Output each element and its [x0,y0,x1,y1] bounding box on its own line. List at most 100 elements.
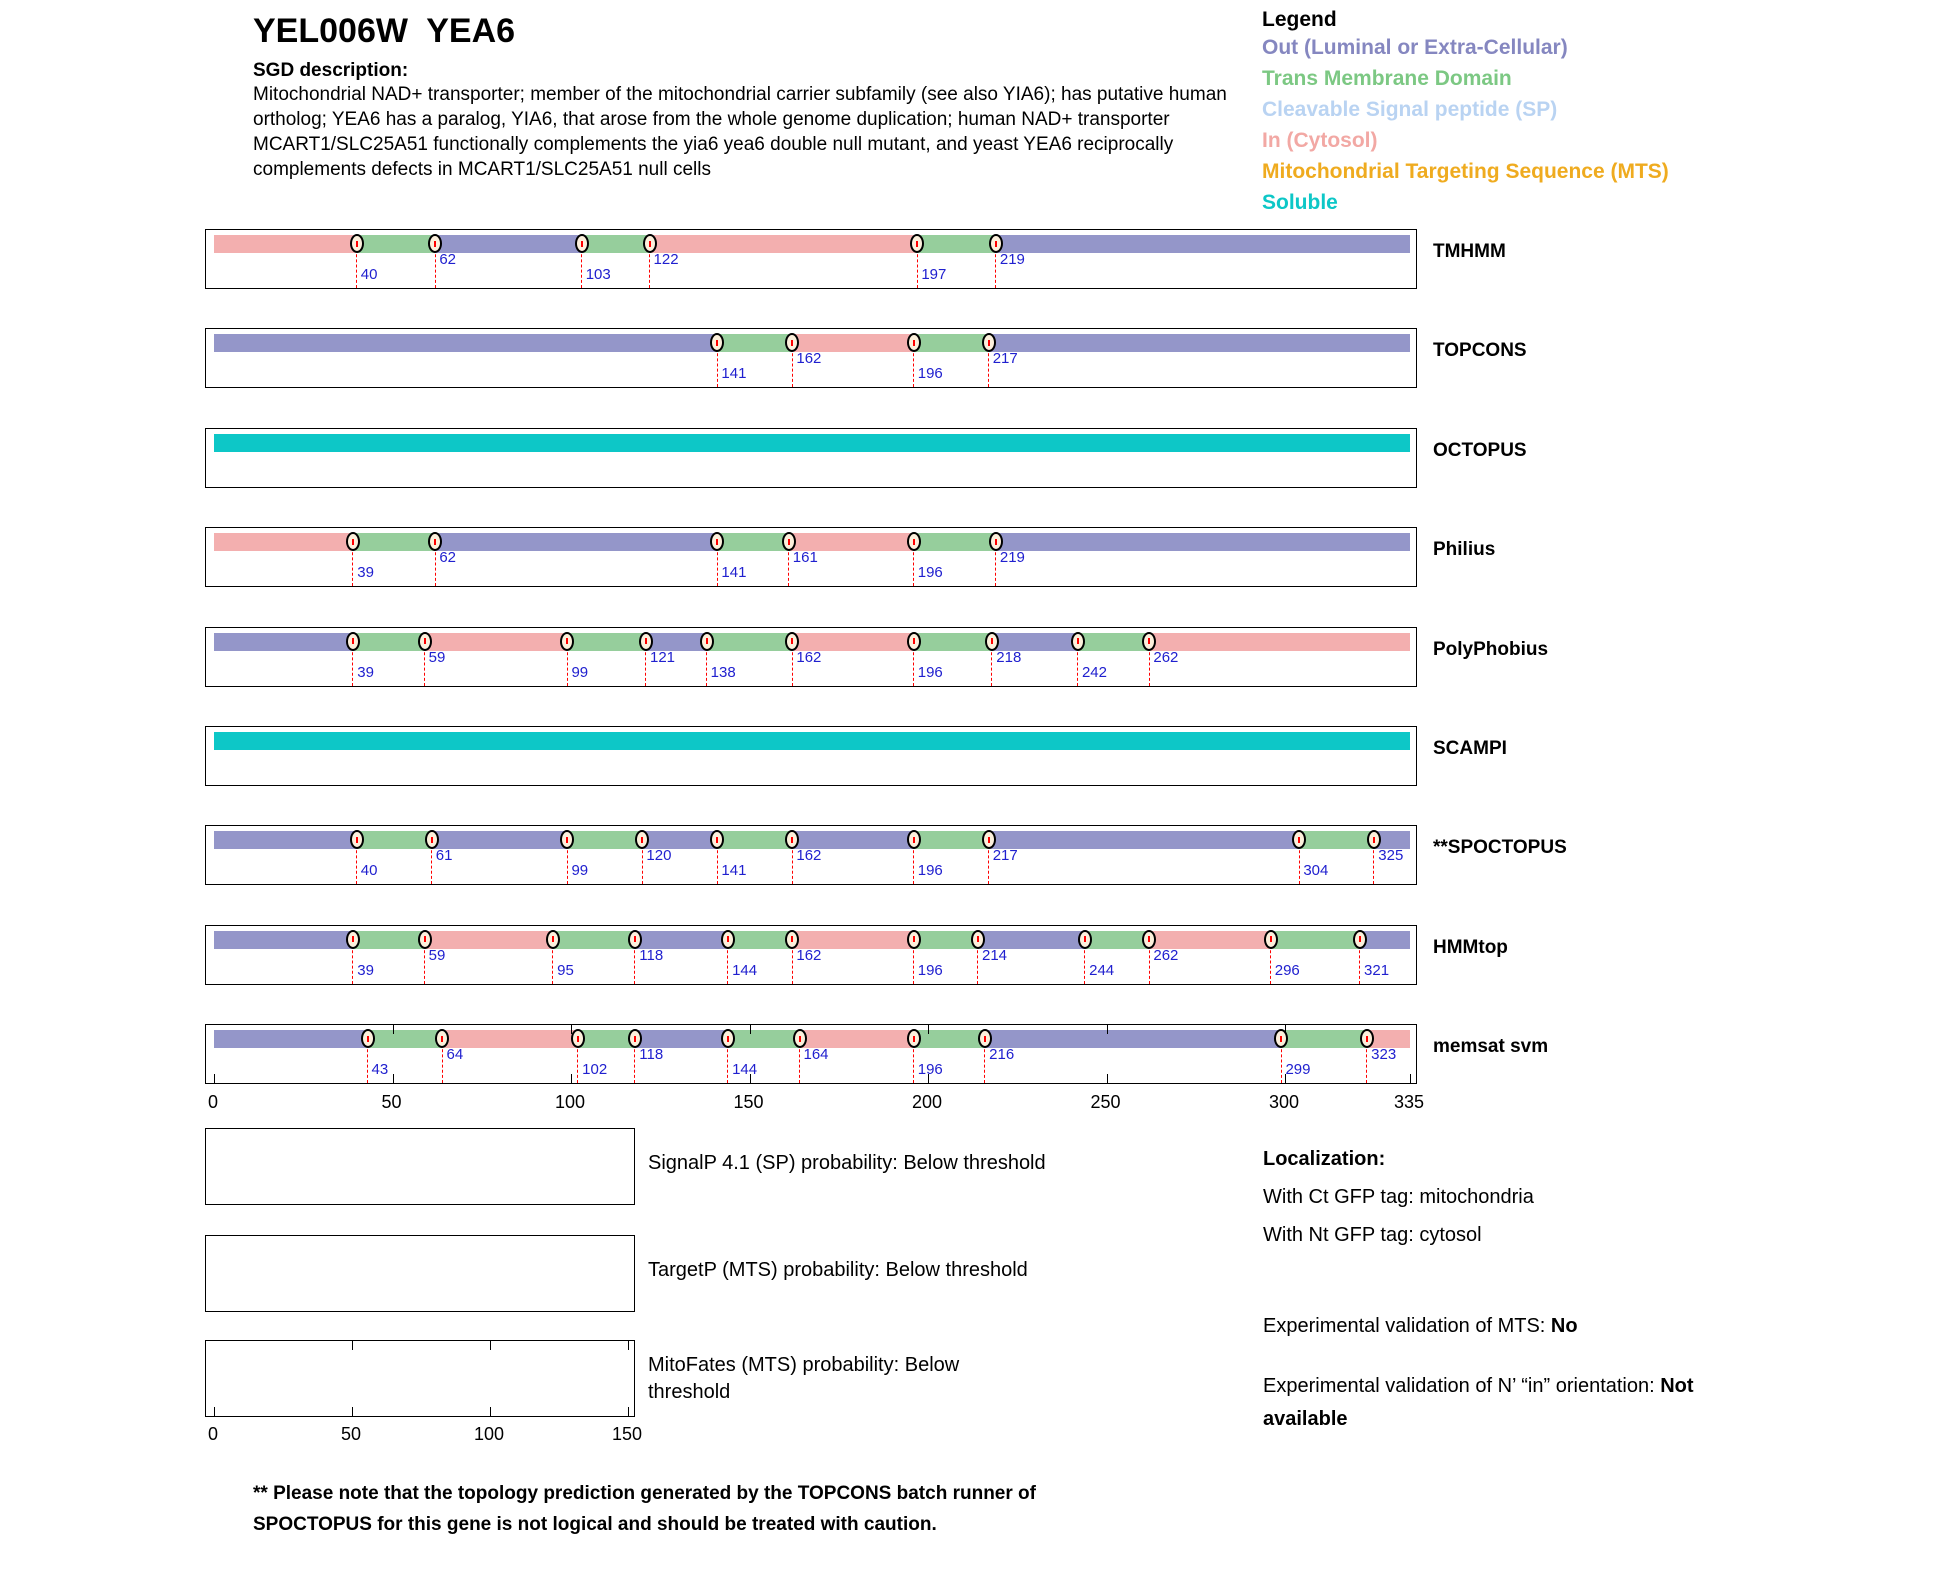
boundary-marker [349,830,364,850]
localization-ct-gfp: With Ct GFP tag: mitochondria [1263,1186,1534,1208]
track-segment-tm [913,831,989,850]
boundary-line [1298,840,1300,885]
boundary-label: 164 [803,1046,829,1064]
legend: Legend Out (Luminal or Extra-Cellular) Tr… [1262,8,1669,218]
axis-tick-label: 50 [381,1092,402,1113]
boundary-line [912,1039,914,1084]
boundary-line [984,1039,986,1084]
track-frame-polyphobius: 39 59 99 121 138 162 196 218 242 262 [205,626,1417,687]
boundary-label: 141 [721,365,747,383]
boundary-line [648,244,650,288]
boundary-marker [1142,929,1157,949]
track-segment-tm [913,533,996,552]
track-frame-octopus [205,427,1417,488]
validation-mts: Experimental validation of MTS: No [1263,1310,1753,1343]
boundary-label: 162 [796,350,822,368]
track-segment-tm [913,334,989,353]
track-segment-tm [367,1030,443,1049]
track-segment-tm [1077,632,1150,651]
track-label-spoctopus: **SPOCTOPUS [1433,837,1567,859]
localization-nt-gfp: With Nt GFP tag: cytosol [1263,1224,1482,1246]
boundary-marker [1142,631,1157,651]
track-label-philius: Philius [1433,539,1496,561]
boundary-marker [1292,830,1307,850]
mitofates-tick-bottom [352,1407,354,1416]
track-segment-out [214,930,354,949]
track-segment-tm [1270,930,1360,949]
track-frame-tmhmm: 40 62 103 122 197 219 [205,229,1417,289]
boundary-line [716,840,718,885]
boundary-label: 262 [1153,648,1179,666]
boundary-line [727,939,729,984]
mitofates-tick-bottom [628,1407,630,1416]
track-segment-in [1367,1030,1410,1049]
boundary-marker [428,532,443,552]
boundary-label: 216 [989,1046,1015,1064]
boundary-label: 196 [917,564,943,582]
boundary-marker [1360,1029,1375,1049]
axis-tick-label: 200 [911,1092,943,1113]
boundary-marker [906,333,921,353]
boundary-label: 262 [1153,946,1179,964]
track-segment-in [442,1030,579,1049]
boundary-label: 244 [1089,961,1115,979]
boundary-marker [346,631,361,651]
boundary-label: 219 [999,549,1025,567]
boundary-line [791,343,793,388]
track-segment-tm [728,930,793,949]
boundary-marker [1367,830,1382,850]
frame-tick-top [1106,1025,1108,1035]
track-segment-out [995,533,1410,552]
legend-title: Legend [1262,8,1337,31]
boundary-line [912,542,914,587]
track-segment-out [995,235,1410,253]
track-label-octopus: OCTOPUS [1433,439,1527,461]
signalp-plot-label: SignalP 4.1 (SP) probability: Below thre… [648,1152,1046,1174]
boundary-marker [699,631,714,651]
track-segment-out [214,831,357,850]
boundary-marker [1353,929,1368,949]
boundary-line [912,343,914,388]
boundary-line [352,641,354,686]
track-segment-tm [578,1030,636,1049]
track-segment-out [1360,930,1410,949]
track-segment-in [792,334,914,353]
boundary-marker [981,830,996,850]
boundary-marker [710,333,725,353]
boundary-label: 197 [921,266,947,283]
axis-tick-label: 250 [1090,1092,1121,1113]
boundary-marker [560,830,575,850]
frame-tick-bottom [1106,1074,1108,1084]
track-segment-tm [1299,831,1375,850]
track-segment-out [435,533,718,552]
mitofates-tick-top [352,1341,354,1350]
legend-item-tm: Trans Membrane Domain [1262,67,1512,90]
boundary-line [705,641,707,686]
track-segment-in [1149,632,1410,651]
track-segment-out [992,632,1078,651]
boundary-line [791,641,793,686]
boundary-marker [1070,631,1085,651]
boundary-line [1366,1039,1368,1084]
frame-tick-top [392,1025,394,1035]
boundary-label: 196 [917,862,943,880]
boundary-label: 144 [732,961,758,979]
track-segment-in [799,1030,914,1049]
boundary-label: 162 [796,847,822,865]
boundary-marker [906,929,921,949]
track-segment-tm [913,1030,986,1049]
boundary-line [1269,939,1271,984]
track-segment-out [635,1030,729,1049]
boundary-marker [574,234,589,253]
boundary-line [1148,939,1150,984]
frame-tick-bottom [392,1074,394,1084]
track-segment-tm [581,235,650,253]
boundary-label: 40 [360,266,378,283]
targetp-plot-label: TargetP (MTS) probability: Below thresho… [648,1259,1028,1281]
sgd-description-label: SGD description: [253,60,409,81]
mitofates-axis-label: 150 [611,1424,643,1444]
boundary-line [1084,939,1086,984]
track-segment-tm [706,632,793,651]
track-segment-in [424,930,554,949]
validation-value: Not available [1263,1375,1694,1430]
